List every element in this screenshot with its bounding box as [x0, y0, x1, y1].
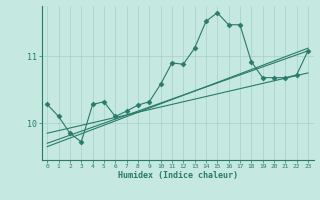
X-axis label: Humidex (Indice chaleur): Humidex (Indice chaleur)	[118, 171, 237, 180]
